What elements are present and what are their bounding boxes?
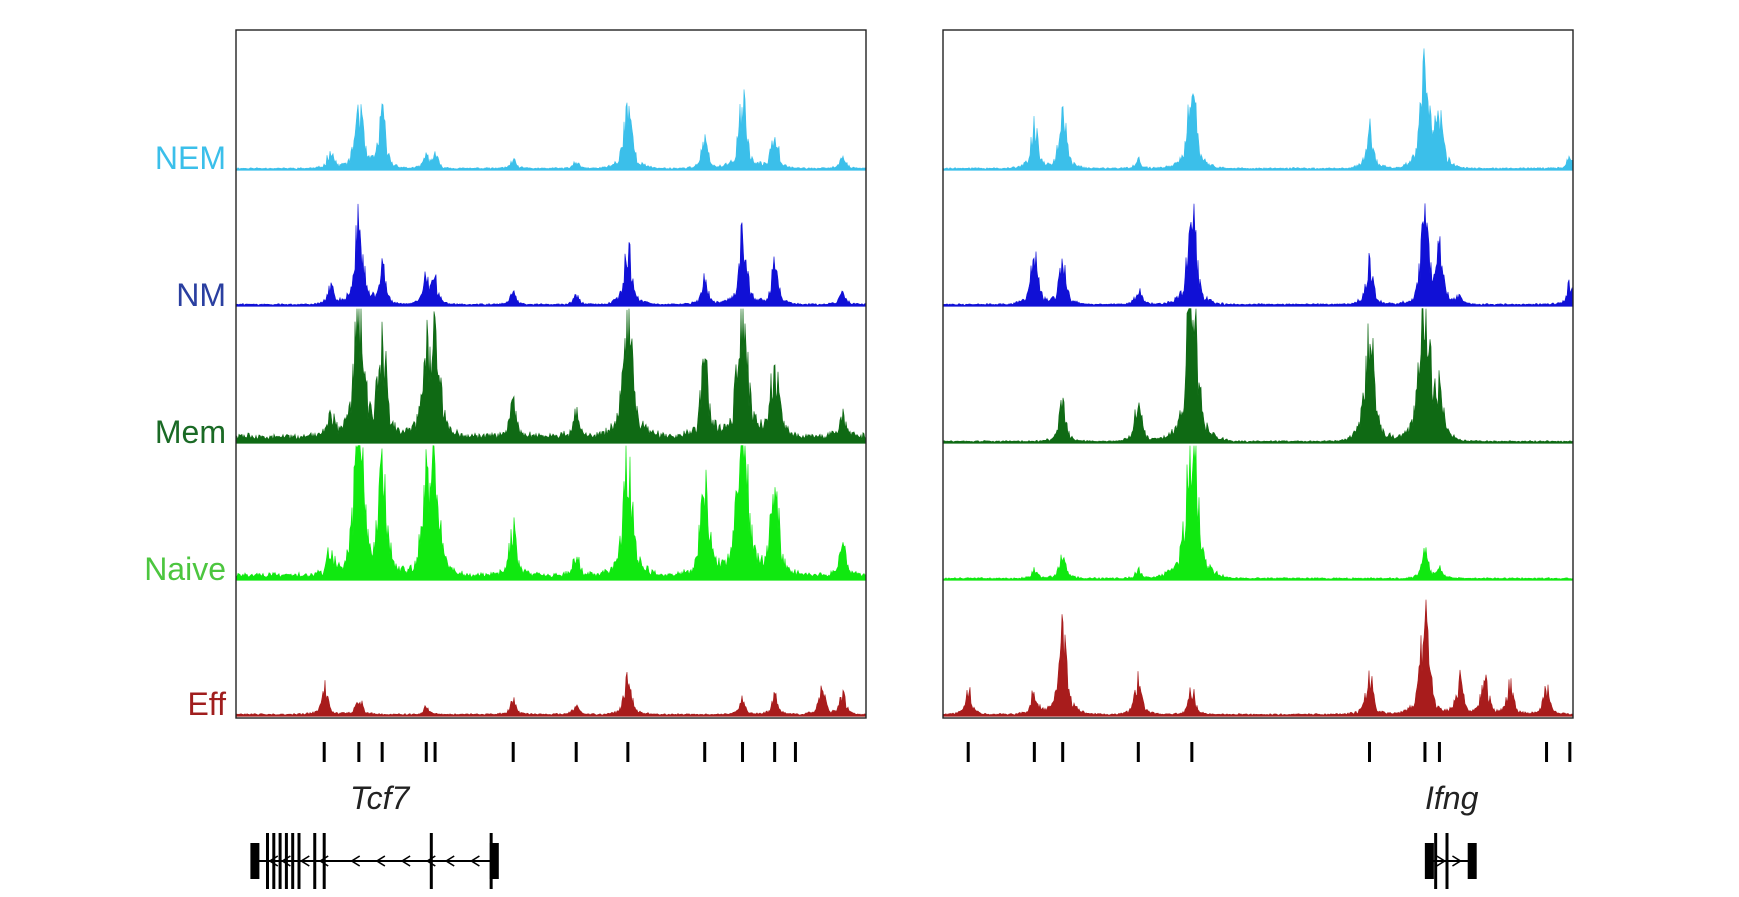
signal-track-nm [235, 203, 867, 307]
gene-exon [489, 843, 499, 879]
strand-chevron [425, 855, 436, 867]
strand-chevron [375, 855, 386, 867]
strand-chevron [280, 855, 291, 867]
strand-chevron [400, 855, 411, 867]
gene-exon [313, 833, 317, 889]
tcf7-panel-frame [235, 29, 867, 719]
gene-exon [284, 833, 288, 889]
tcf7-signal-tracks [235, 89, 867, 717]
signal-track-nem [942, 48, 1574, 171]
tcf7-gene-label: Tcf7 [350, 780, 411, 816]
signal-track-nem [235, 89, 867, 171]
track-label-nm: NM [176, 277, 226, 313]
ifng-gene-label: Ifng [1425, 780, 1479, 816]
strand-chevron [299, 855, 310, 867]
tcf7-gene-model [250, 833, 499, 889]
ifng-panel-frame [942, 29, 1574, 719]
tcf7-peak-marks [322, 742, 797, 762]
gene-exon [1434, 833, 1438, 889]
track-label-naive: Naive [144, 551, 226, 587]
strand-chevron [268, 855, 279, 867]
signal-track-eff [942, 599, 1574, 717]
strand-chevron [469, 855, 480, 867]
ifng-gene-model [1424, 833, 1477, 889]
track-labels: NEM NM Mem Naive Eff [144, 140, 226, 722]
ifng-signal-tracks [942, 48, 1574, 717]
strand-chevron [350, 855, 361, 867]
gene-exon [322, 833, 326, 889]
signal-track-naive [235, 445, 867, 581]
ifng-peak-marks [966, 742, 1572, 762]
gene-exon [291, 833, 295, 889]
gene-exon [272, 833, 276, 889]
strand-chevron [444, 855, 455, 867]
signal-track-mem [235, 308, 867, 444]
signal-track-nm [942, 203, 1574, 307]
panel-ifng: Ifng [942, 29, 1574, 889]
gene-exon [1445, 833, 1449, 889]
gene-exon [297, 833, 301, 889]
gene-exon [266, 833, 269, 889]
gene-exon [250, 843, 260, 879]
gene-exon [1424, 843, 1434, 879]
signal-track-eff [235, 672, 867, 717]
strand-chevron [318, 855, 329, 867]
strand-chevron [1436, 855, 1447, 867]
panel-tcf7: Tcf7 [235, 29, 867, 889]
gene-exon [429, 833, 433, 889]
track-label-mem: Mem [155, 414, 226, 450]
track-label-nem: NEM [155, 140, 226, 176]
gene-exon [278, 833, 282, 889]
signal-track-naive [942, 445, 1574, 581]
track-label-eff: Eff [187, 686, 226, 722]
signal-track-mem [942, 308, 1574, 444]
gene-exon [1467, 843, 1477, 879]
strand-chevron [1452, 855, 1462, 867]
